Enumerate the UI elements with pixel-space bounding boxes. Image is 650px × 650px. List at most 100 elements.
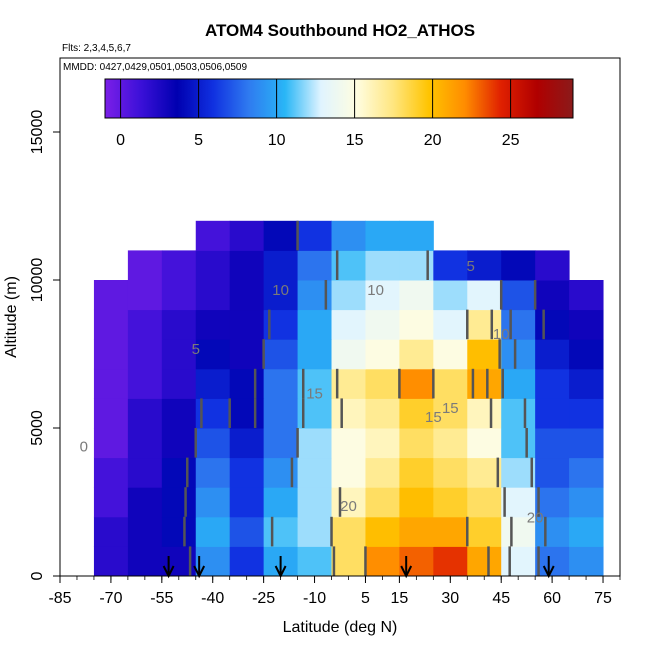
heatmap-cell <box>365 487 400 518</box>
heatmap-cell <box>331 309 366 340</box>
heatmap-cell <box>263 339 299 370</box>
contour-label: 5 <box>192 341 200 358</box>
heatmap-cell <box>365 368 400 399</box>
x-axis-label: Latitude (deg N) <box>283 619 398 636</box>
heatmap-cell <box>365 309 400 340</box>
heatmap-cell <box>467 250 502 281</box>
heatmap-cell <box>399 220 434 251</box>
heatmap-cell <box>263 280 299 311</box>
contour-label: 15 <box>306 385 323 402</box>
heatmap-cell <box>331 546 366 577</box>
heatmap-cell <box>93 516 129 547</box>
heatmap-cell <box>297 339 333 370</box>
heatmap-cell <box>297 220 333 251</box>
heatmap-cell <box>127 398 163 429</box>
heatmap-cell <box>93 428 129 459</box>
heatmap-cell <box>399 368 434 399</box>
heatmap-cell <box>229 309 265 340</box>
heatmap-cell <box>365 339 400 370</box>
flight-marker-arrow <box>542 565 555 579</box>
heatmap-cell <box>263 368 299 399</box>
heatmap-cell <box>229 398 265 429</box>
heatmap-cell <box>501 398 536 429</box>
heatmap-cell <box>297 309 333 340</box>
heatmap-cell <box>501 487 536 518</box>
flights-annotation: Flts: 2,3,4,5,6,7 <box>62 43 131 54</box>
x-tick-label: -25 <box>252 590 275 607</box>
heatmap-cell <box>535 309 570 340</box>
heatmap-cell <box>127 487 163 518</box>
heatmap-cell <box>195 516 231 547</box>
heatmap-cell <box>569 398 604 429</box>
heatmap-cell <box>229 428 265 459</box>
heatmap-cell <box>93 487 129 518</box>
heatmap-cell <box>365 546 400 577</box>
heatmap-cell <box>93 398 129 429</box>
heatmap-cell <box>535 428 570 459</box>
heatmap-cell <box>331 428 366 459</box>
heatmap-cell <box>569 516 604 547</box>
heatmap-cell <box>93 457 129 488</box>
heatmap-cell <box>127 516 163 547</box>
contour-lines <box>183 220 547 576</box>
flight-marker-arrow <box>274 565 287 579</box>
heatmap-cell <box>569 339 604 370</box>
heatmap-cell <box>195 428 231 459</box>
heatmap-cell <box>365 280 400 311</box>
heatmap-cell <box>501 280 536 311</box>
heatmap-cell <box>535 398 570 429</box>
heatmap-cell <box>569 368 604 399</box>
heatmap-cell <box>127 457 163 488</box>
heatmap-cell <box>297 428 333 459</box>
heatmap-cell <box>535 250 570 281</box>
heatmap-cell <box>161 428 197 459</box>
heatmap-cell <box>297 457 333 488</box>
heatmap-cell <box>127 309 163 340</box>
heatmap-cell <box>161 487 197 518</box>
heatmap-cell <box>195 487 231 518</box>
heatmap-cell <box>501 250 536 281</box>
heatmap-cell <box>535 280 570 311</box>
heatmap-cell <box>297 516 333 547</box>
heatmap-cell <box>399 398 434 429</box>
heatmap-cell <box>433 339 468 370</box>
heatmap-cell <box>93 339 129 370</box>
x-tick-label: -40 <box>201 590 224 607</box>
heatmap-cell <box>263 516 299 547</box>
heatmap-cell <box>569 428 604 459</box>
heatmap-cells <box>93 220 604 577</box>
heatmap-cell <box>433 398 468 429</box>
heatmap-cell <box>195 220 231 251</box>
chart-title: ATOM4 Southbound HO2_ATHOS <box>205 21 475 40</box>
heatmap-cell <box>501 457 536 488</box>
heatmap-cell <box>399 280 434 311</box>
heatmap-cell <box>467 516 502 547</box>
heatmap-cell <box>365 220 400 251</box>
heatmap-cell <box>501 368 536 399</box>
heatmap-cell <box>433 280 468 311</box>
heatmap-cell <box>161 516 197 547</box>
contour-label: 10 <box>493 326 510 343</box>
heatmap-cell <box>433 428 468 459</box>
heatmap-cell <box>195 280 231 311</box>
heatmap-cell <box>229 516 265 547</box>
x-tick-label: 45 <box>492 590 510 607</box>
heatmap-cell <box>331 487 366 518</box>
heatmap-cell <box>467 339 502 370</box>
heatmap-cell <box>229 368 265 399</box>
contour-label: 10 <box>272 282 289 299</box>
heatmap-cell <box>467 546 502 577</box>
heatmap-cell <box>433 546 468 577</box>
heatmap-cell <box>433 309 468 340</box>
colorbar: 0 5 10 15 20 25 <box>104 78 574 149</box>
heatmap-cell <box>331 339 366 370</box>
heatmap-cell <box>263 487 299 518</box>
x-tick-label: -10 <box>303 590 326 607</box>
heatmap-cell <box>195 457 231 488</box>
x-tick-label: -70 <box>99 590 122 607</box>
heatmap-cell <box>467 280 502 311</box>
heatmap-cell <box>535 487 570 518</box>
colorbar-tick-label: 10 <box>268 132 286 149</box>
heatmap-cell <box>161 309 197 340</box>
heatmap-cell <box>161 339 197 370</box>
